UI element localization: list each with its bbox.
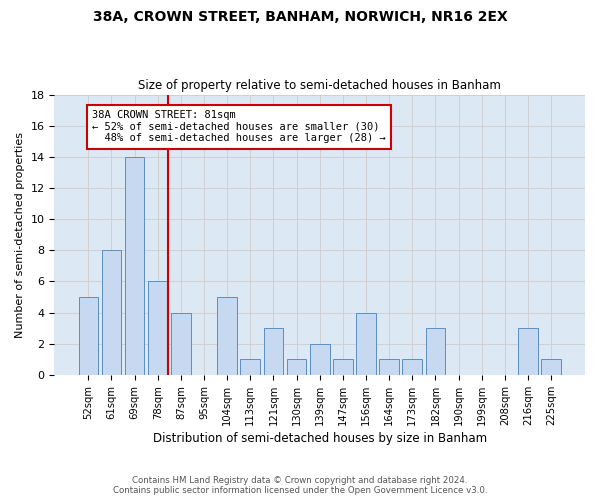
Y-axis label: Number of semi-detached properties: Number of semi-detached properties xyxy=(15,132,25,338)
Bar xyxy=(148,282,167,375)
Bar xyxy=(310,344,329,375)
Text: Contains HM Land Registry data © Crown copyright and database right 2024.
Contai: Contains HM Land Registry data © Crown c… xyxy=(113,476,487,495)
Title: Size of property relative to semi-detached houses in Banham: Size of property relative to semi-detach… xyxy=(138,79,501,92)
Bar xyxy=(79,297,98,375)
Bar xyxy=(101,250,121,375)
Bar xyxy=(171,312,191,375)
Bar xyxy=(287,360,307,375)
X-axis label: Distribution of semi-detached houses by size in Banham: Distribution of semi-detached houses by … xyxy=(152,432,487,445)
Bar xyxy=(541,360,561,375)
Bar xyxy=(518,328,538,375)
Bar xyxy=(356,312,376,375)
Bar xyxy=(425,328,445,375)
Bar xyxy=(403,360,422,375)
Bar xyxy=(379,360,399,375)
Text: 38A CROWN STREET: 81sqm
← 52% of semi-detached houses are smaller (30)
  48% of : 38A CROWN STREET: 81sqm ← 52% of semi-de… xyxy=(92,110,386,144)
Text: 38A, CROWN STREET, BANHAM, NORWICH, NR16 2EX: 38A, CROWN STREET, BANHAM, NORWICH, NR16… xyxy=(92,10,508,24)
Bar xyxy=(125,157,145,375)
Bar xyxy=(333,360,353,375)
Bar xyxy=(263,328,283,375)
Bar xyxy=(217,297,237,375)
Bar xyxy=(241,360,260,375)
